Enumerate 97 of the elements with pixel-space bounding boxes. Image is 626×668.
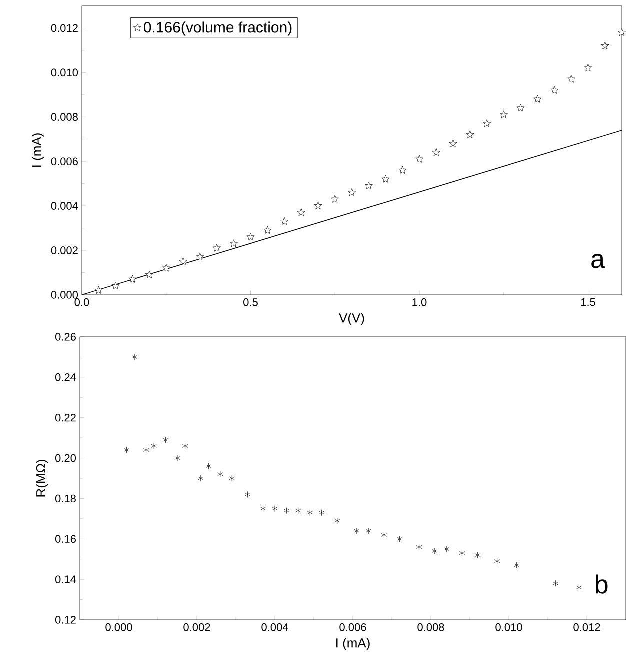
point bbox=[162, 264, 170, 272]
x-axis-title: I (mA) bbox=[336, 638, 370, 650]
point bbox=[206, 463, 212, 470]
x-tick-label: 0.002 bbox=[184, 624, 210, 632]
point bbox=[415, 155, 424, 163]
point bbox=[198, 475, 204, 482]
point bbox=[162, 436, 169, 444]
point bbox=[550, 86, 558, 94]
annotation: a bbox=[592, 254, 605, 268]
y-tick-label: 0.004 bbox=[51, 202, 78, 210]
point bbox=[132, 354, 138, 360]
point bbox=[179, 257, 188, 266]
point bbox=[229, 475, 235, 482]
y-axis-title: R(MΩ) bbox=[36, 460, 48, 497]
point bbox=[396, 536, 403, 542]
point bbox=[272, 506, 278, 512]
point bbox=[382, 175, 390, 183]
x-tick-label: 0.010 bbox=[496, 624, 522, 632]
point bbox=[260, 506, 266, 512]
point bbox=[466, 130, 474, 138]
point bbox=[128, 275, 137, 283]
point bbox=[366, 528, 372, 534]
y-tick-label: 0.000 bbox=[51, 291, 78, 299]
y-tick-label: 0.14 bbox=[55, 576, 76, 584]
point bbox=[212, 244, 221, 252]
y-tick-label: 0.12 bbox=[55, 616, 76, 624]
point bbox=[364, 182, 373, 190]
point bbox=[196, 253, 204, 261]
point bbox=[398, 166, 407, 174]
point bbox=[444, 546, 450, 552]
point bbox=[516, 104, 525, 112]
point bbox=[331, 195, 340, 203]
y-tick-label: 0.20 bbox=[55, 454, 76, 462]
y-tick-label: 0.22 bbox=[55, 414, 76, 422]
point bbox=[182, 442, 188, 450]
point bbox=[348, 188, 356, 196]
annotation: b bbox=[596, 574, 608, 594]
x-tick-label: 0.5 bbox=[243, 298, 258, 306]
y-tick-label: 0.16 bbox=[55, 535, 76, 544]
y-tick-label: 0.006 bbox=[51, 158, 78, 166]
point bbox=[601, 42, 610, 50]
point bbox=[618, 28, 626, 36]
point bbox=[494, 558, 500, 565]
x-tick-label: 0.008 bbox=[418, 624, 444, 632]
point bbox=[284, 508, 290, 514]
point bbox=[314, 202, 322, 210]
point bbox=[534, 95, 542, 103]
point bbox=[432, 548, 438, 554]
point bbox=[297, 208, 306, 216]
y-tick-label: 0.002 bbox=[51, 246, 78, 254]
x-axis-title: V(V) bbox=[338, 313, 364, 326]
x-tick-label: 0.012 bbox=[574, 624, 600, 632]
point bbox=[474, 552, 481, 559]
point bbox=[230, 240, 238, 248]
point bbox=[381, 532, 387, 538]
x-tick-label: 0.0 bbox=[74, 298, 90, 306]
point bbox=[514, 562, 520, 569]
point bbox=[432, 148, 440, 156]
x-tick-label: 1.5 bbox=[581, 298, 596, 306]
point bbox=[218, 471, 224, 478]
point bbox=[151, 442, 157, 450]
point bbox=[280, 217, 288, 226]
y-tick-label: 0.010 bbox=[51, 68, 78, 77]
point bbox=[112, 282, 120, 290]
y-tick-label: 0.24 bbox=[55, 374, 76, 382]
point bbox=[334, 518, 340, 524]
point bbox=[584, 64, 592, 72]
point bbox=[500, 110, 508, 118]
point bbox=[143, 446, 150, 454]
point bbox=[307, 510, 313, 516]
point bbox=[416, 544, 422, 550]
point bbox=[145, 270, 154, 278]
point bbox=[567, 75, 576, 83]
x-tick-label: 0.006 bbox=[340, 624, 366, 632]
x-tick-label: 1.0 bbox=[412, 298, 427, 306]
point bbox=[94, 286, 103, 294]
y-tick-label: 0.26 bbox=[55, 333, 76, 341]
x-tick-label: 0.000 bbox=[106, 624, 132, 632]
point bbox=[246, 232, 255, 241]
point bbox=[264, 226, 272, 234]
point bbox=[552, 580, 559, 587]
point bbox=[318, 510, 325, 516]
y-axis-title: I (mA) bbox=[32, 134, 44, 167]
point bbox=[296, 508, 302, 514]
y-tick-label: 0.012 bbox=[51, 24, 78, 32]
point bbox=[174, 455, 180, 462]
point bbox=[124, 446, 130, 454]
legend-label: 0.166(volume fraction) bbox=[144, 22, 292, 36]
point bbox=[354, 528, 360, 534]
x-tick-label: 0.004 bbox=[262, 624, 288, 632]
point bbox=[482, 120, 491, 128]
y-tick-label: 0.18 bbox=[55, 494, 76, 503]
point bbox=[244, 491, 250, 498]
point bbox=[459, 550, 465, 556]
point bbox=[576, 584, 582, 591]
y-tick-label: 0.008 bbox=[51, 113, 78, 122]
point bbox=[449, 140, 458, 148]
